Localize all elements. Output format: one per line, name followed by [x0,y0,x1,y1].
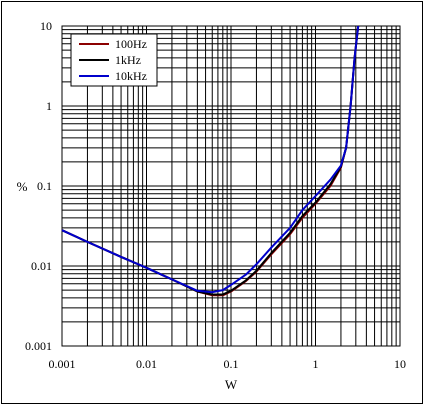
y-tick-label: 0.001 [25,339,52,353]
legend-label: 1kHz [115,53,141,67]
x-tick-labels: 0.001 0.01 0.1 1 10 [49,357,407,371]
x-tick-label: 0.001 [49,357,76,371]
plot-border [61,25,401,347]
y-axis-label: % [17,179,28,194]
x-tick-label: 1 [313,357,319,371]
x-tick-label: 10 [394,357,406,371]
y-tick-labels: 0.001 0.01 0.1 1 10 [25,19,52,353]
x-tick-label: 0.01 [136,357,157,371]
y-tick-label: 0.1 [37,179,52,193]
x-tick-label: 0.1 [224,357,239,371]
y-tick-label: 10 [40,19,52,33]
y-tick-label: 0.01 [31,259,52,273]
series-line-10khz [61,25,360,294]
series-lines [61,25,360,297]
legend-label: 10kHz [115,69,147,83]
legend-label: 100Hz [115,37,147,51]
x-axis-label: W [225,377,238,392]
y-tick-label: 1 [46,99,52,113]
legend: 100Hz 1kHz 10kHz [70,33,158,87]
